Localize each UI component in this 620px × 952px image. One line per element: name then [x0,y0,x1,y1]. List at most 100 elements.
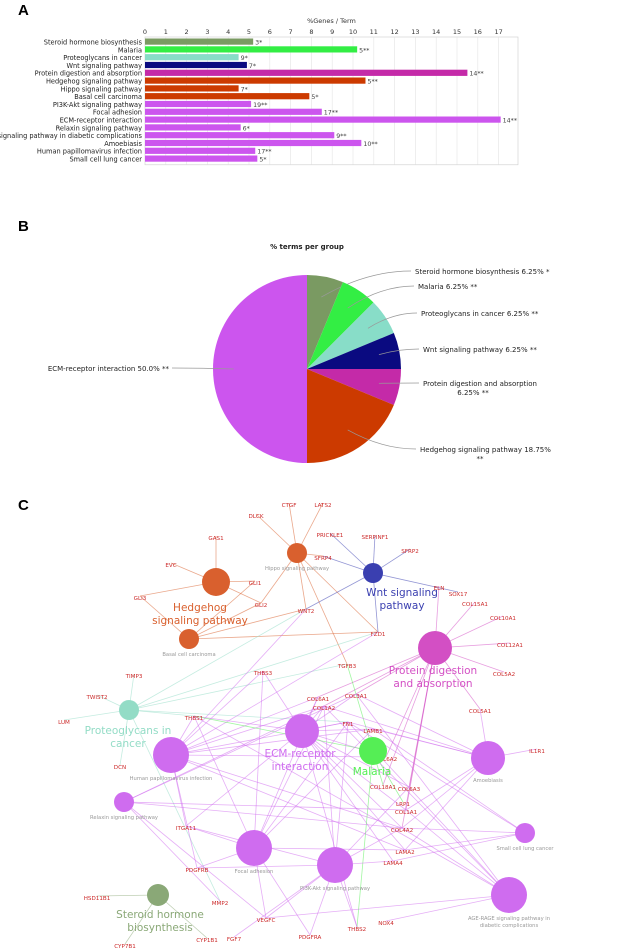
term-node [179,629,199,649]
bar [145,38,254,45]
gene-node-label: DCN [114,765,126,771]
term-node [202,568,230,596]
gene-node-label: TGFB3 [337,664,357,670]
bar-data-label: 5* [259,157,266,164]
pie-slice-label: Protein digestion and absorption [423,380,537,388]
network-edge [253,670,264,849]
gene-node-label: EVC [165,563,176,569]
gene-node-label: COL6A3 [398,787,421,793]
term-group-label: interaction [272,761,329,773]
x-tick-label: 3 [205,28,209,36]
network-edge [193,715,510,896]
pie-slice [307,369,401,405]
category-label: PI3K-Akt signaling pathway [53,101,142,109]
gene-node-label: WNT2 [298,609,315,615]
gene-node-label: GLI3 [134,596,147,602]
pie-title: % terms per group [270,243,344,251]
gene-node-label: TWIST2 [85,695,107,701]
network-edge [170,608,307,756]
network-edge [170,631,379,756]
x-tick-label: 16 [474,28,482,36]
x-tick-label: 9 [330,28,334,36]
gene-node-label: THBS3 [253,671,273,677]
leader-line [367,312,418,329]
bar-data-label: 5** [359,47,369,54]
term-group-label: Proteoglycans in [85,725,172,737]
pie-slice [307,282,374,369]
x-tick-label: 5 [247,28,251,36]
term-node [317,847,353,883]
gene-node-label: DLCK [249,514,264,520]
term-node [471,741,505,775]
term-node [418,631,452,665]
bar [145,116,501,123]
network-edge [193,715,303,732]
network-edge [296,552,348,665]
gene-node-label: FGF7 [227,937,242,943]
bar [145,155,258,162]
network-edge [355,693,489,759]
network-edge [188,608,307,640]
term-node-label: AGE-RAGE signaling pathway in [468,916,550,922]
term-group-label: pathway [379,600,424,612]
pie-slice-label-line2: 6.25% ** [457,389,489,397]
pie-slice-label: Steroid hormone biosynthesis 6.25% * [415,268,550,276]
network-edge [305,572,374,610]
term-group-label: Hedgehog [173,602,227,614]
gene-node-label: FN1 [343,722,354,728]
gene-node-label: COL15A1 [462,602,488,608]
network-edge [260,552,298,604]
bar [145,46,358,53]
pie-slice-label: Proteoglycans in cancer 6.25% ** [421,310,539,318]
category-label: Focal adhesion [93,109,142,117]
network-edge [233,864,336,938]
term-node-label: diabetic complications [480,923,539,929]
gene-node-label: SERPINF1 [362,535,389,541]
bar-data-label: 10** [363,141,377,148]
x-tick-label: 11 [370,28,378,36]
term-node-label: PI3K-Akt signaling pathway [300,886,370,892]
category-label: Steroid hormone biosynthesis [44,39,143,47]
network-edge [323,705,510,896]
gene-node-label: CYP7B1 [114,944,136,950]
category-label: Amoebiasis [104,140,142,148]
gene-node-label: NOX4 [378,921,394,927]
category-label: Wnt signaling pathway [66,62,142,70]
gene-node-label: FZD1 [371,632,386,638]
x-tick-label: 14 [432,28,440,36]
bar-data-label: 9** [336,133,346,140]
gene-node-label: PDGFRB [186,868,209,874]
network-edge [128,709,195,717]
category-label: Hedgehog signaling pathway [46,78,142,86]
bar-data-label: 6* [243,125,250,132]
network-edge [128,663,348,711]
category-label: Malaria [118,46,142,54]
gene-node-label: ITGA11 [176,826,197,832]
category-label: ECM-receptor interaction [60,117,142,125]
gene-node-label: LAMA4 [383,861,403,867]
gene-node-label: CYP1B1 [196,938,218,944]
term-node [236,830,272,866]
gene-node-label: GLI2 [255,603,268,609]
gene-node-label: COL1A1 [395,810,418,816]
network-edge [317,647,436,698]
gene-node-label: GLI1 [249,581,262,587]
gene-node-label: LRP1 [396,802,410,808]
network-edge [401,827,526,834]
network-edge [253,728,374,849]
gene-node-label: SOX17 [449,592,468,598]
network-edge [323,705,336,866]
network-edge [385,894,510,922]
pie-chart: % terms per group Steroid hormone biosynt… [48,243,551,463]
x-tick-label: 15 [453,28,461,36]
term-node-label: Human papillomavirus infection [130,776,213,782]
term-node [515,823,535,843]
bar-data-label: 5* [311,94,318,101]
network-edge [323,647,436,707]
term-node-label: Relaxin signaling pathway [90,815,158,821]
network-edge [401,647,436,829]
gene-node-label: LAMA2 [395,850,414,856]
pie-slice-label-line2: ** [477,455,485,463]
category-label: Basal cell carcinoma [74,93,142,101]
panel-label-c: C [18,497,29,514]
